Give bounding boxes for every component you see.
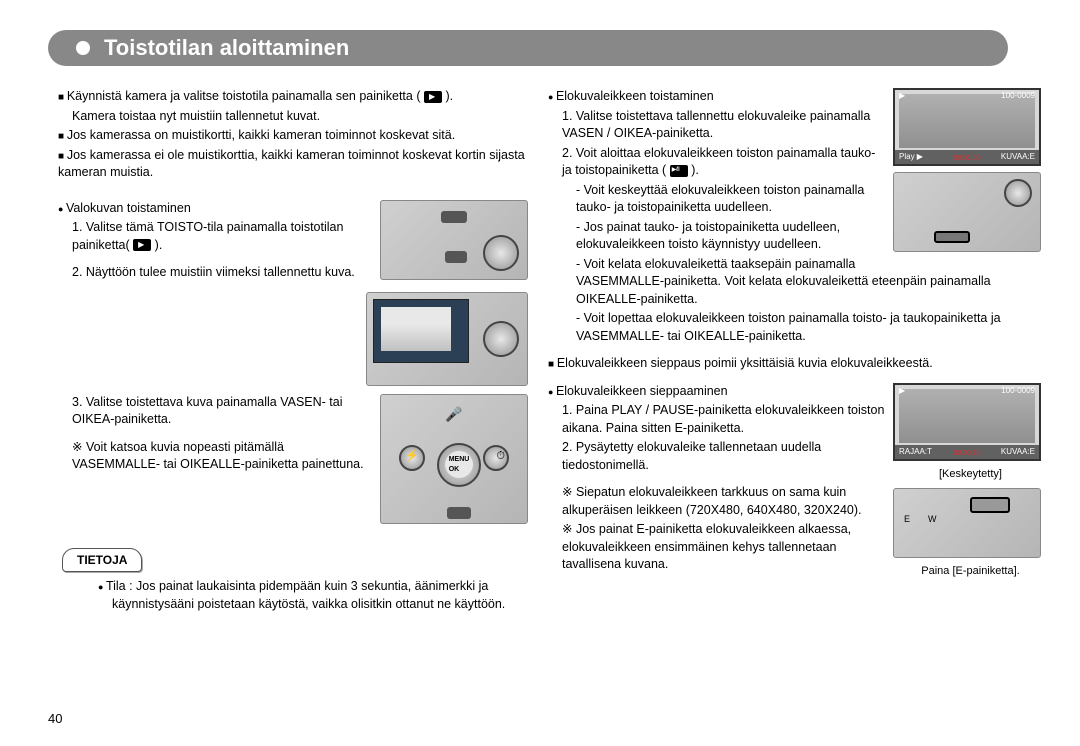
camera-figure-2 — [366, 292, 528, 386]
play-icon: ▶ — [899, 385, 905, 397]
timer-icon: ⏱ — [496, 449, 505, 464]
lcd2-tr: 100-0009 — [1001, 385, 1035, 397]
photo-row-3: 3. Valitse toistettava kuva painamalla V… — [58, 394, 528, 524]
photo-row-1: Valokuvan toistaminen 1. Valitse tämä TO… — [58, 200, 528, 284]
lcd-thumb-1: ▶100-0009 Play ▶KUVAA:E 00:01:00 — [893, 88, 1041, 166]
intro-1a: Käynnistä kamera ja valitse toistotila p… — [67, 89, 421, 103]
movie-s2b: ). — [691, 163, 699, 177]
page-title-bar: Toistotilan aloittaminen — [48, 30, 1008, 66]
play-icon — [133, 239, 151, 251]
play-icon — [424, 91, 442, 103]
intro-1: Käynnistä kamera ja valitse toistotila p… — [58, 88, 528, 106]
lcd2-time: 00:00:15 — [895, 449, 1039, 459]
info-body: Tila : Jos painat laukaisinta pidempään … — [72, 578, 528, 613]
lcd1-tr: 100-0009 — [1001, 90, 1035, 102]
info-label: TIETOJA — [62, 548, 142, 573]
e-label: E — [904, 513, 910, 526]
lcd-thumb-2: ▶100-0009 RAJAA:TKUVAA:E 00:00:15 — [893, 383, 1041, 461]
pause-icon — [670, 165, 688, 177]
photo-row-2 — [58, 292, 528, 386]
lcd1-time: 00:01:00 — [895, 154, 1039, 164]
intro-2: Jos kamerassa on muistikortti, kaikki ka… — [58, 127, 528, 145]
camera-figure-3: MENUOK 🎤 ⚡ ⏱ — [380, 394, 528, 524]
menu-ok-icon: MENUOK — [445, 451, 474, 479]
page-number: 40 — [48, 710, 62, 728]
photo-head: Valokuvan toistaminen — [58, 200, 370, 218]
left-column: Käynnistä kamera ja valitse toistotila p… — [58, 88, 528, 615]
mic-icon: 🎤 — [445, 405, 462, 425]
intro-1c: Kamera toistaa nyt muistiin tallennetut … — [58, 108, 528, 126]
page-title: Toistotilan aloittaminen — [104, 33, 349, 64]
info-box: TIETOJA Tila : Jos painat laukaisinta pi… — [58, 546, 528, 614]
content-columns: Käynnistä kamera ja valitse toistotila p… — [58, 88, 1048, 615]
photo-s1a: 1. Valitse tämä TOISTO-tila painamalla t… — [72, 220, 343, 252]
movie-s2a: 2. Voit aloittaa elokuvaleikkeen toiston… — [562, 146, 875, 178]
camera-figure-5: E W — [893, 488, 1041, 558]
flash-icon: ⚡ — [405, 449, 419, 464]
photo-s1b: ). — [155, 238, 163, 252]
movie-b4: - Voit lopettaa elokuvaleikkeen toiston … — [548, 310, 1048, 345]
right-column: ▶100-0009 Play ▶KUVAA:E 00:01:00 Elokuva… — [548, 88, 1048, 615]
right-figs-1: ▶100-0009 Play ▶KUVAA:E 00:01:00 — [893, 88, 1048, 258]
title-bullet — [76, 41, 90, 55]
camera-figure-4 — [893, 172, 1041, 252]
lcd2-caption: [Keskeytetty] — [893, 467, 1048, 482]
movie-b3: - Voit kelata elokuvaleikettä taaksepäin… — [548, 256, 1048, 309]
intro-1b: ). — [445, 89, 453, 103]
play-icon: ▶ — [899, 90, 905, 102]
fig3-caption: Paina [E-painiketta]. — [893, 564, 1048, 579]
intro-3: Jos kamerassa ei ole muistikorttia, kaik… — [58, 147, 528, 182]
w-label: W — [928, 513, 937, 526]
right-figs-2: ▶100-0009 RAJAA:TKUVAA:E 00:00:15 [Keske… — [893, 383, 1048, 586]
photo-s4: Voit katsoa kuvia nopeasti pitämällä VAS… — [58, 439, 370, 474]
photo-s3: 3. Valitse toistettava kuva painamalla V… — [58, 394, 370, 429]
capture-note: Elokuvaleikkeen sieppaus poimii yksittäi… — [548, 355, 1048, 373]
camera-figure-1 — [380, 200, 528, 284]
photo-s1: 1. Valitse tämä TOISTO-tila painamalla t… — [58, 219, 370, 254]
photo-s2: 2. Näyttöön tulee muistiin viimeksi tall… — [58, 264, 370, 282]
